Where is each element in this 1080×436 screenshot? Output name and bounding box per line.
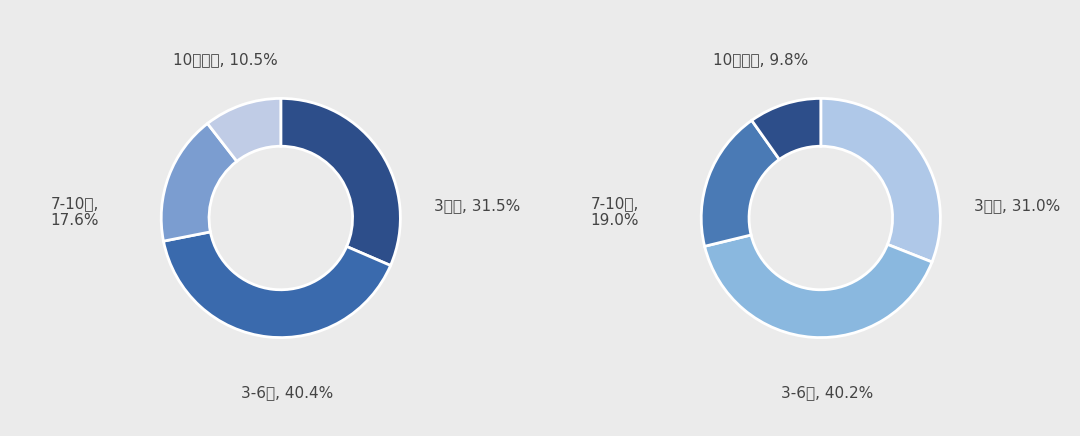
Wedge shape (701, 120, 780, 246)
Text: 3-6年, 40.4%: 3-6年, 40.4% (241, 385, 333, 400)
Wedge shape (821, 99, 941, 262)
Wedge shape (704, 235, 932, 337)
Text: 3年内, 31.5%: 3年内, 31.5% (434, 198, 521, 214)
Text: 3-6年, 40.2%: 3-6年, 40.2% (781, 385, 873, 400)
Wedge shape (161, 123, 237, 241)
Wedge shape (207, 99, 281, 161)
Wedge shape (752, 99, 821, 160)
Text: 7-10年,
19.0%: 7-10年, 19.0% (591, 196, 639, 228)
Wedge shape (163, 232, 391, 337)
Text: 3年内, 31.0%: 3年内, 31.0% (974, 198, 1061, 214)
Text: 10年以上, 9.8%: 10年以上, 9.8% (713, 53, 809, 68)
Text: 10年以上, 10.5%: 10年以上, 10.5% (173, 53, 278, 68)
Text: 7-10年,
17.6%: 7-10年, 17.6% (51, 196, 99, 228)
Wedge shape (281, 99, 401, 266)
